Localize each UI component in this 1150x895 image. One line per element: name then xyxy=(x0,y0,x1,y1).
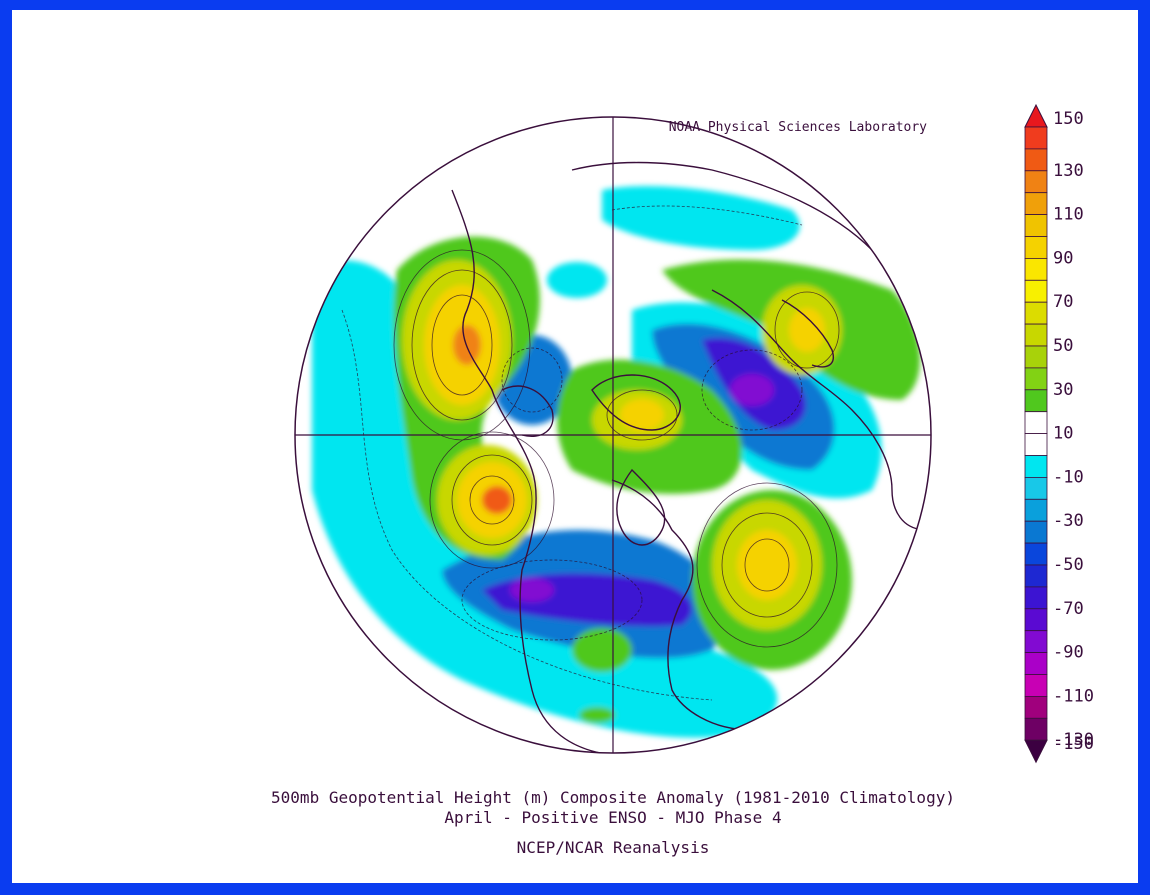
colorbar-label: -70 xyxy=(1053,599,1084,619)
colorbar-label: -90 xyxy=(1053,643,1084,663)
colorbar-label: -150 xyxy=(1053,734,1094,754)
colorbar-swatch xyxy=(1024,630,1048,654)
colorbar: 150 130 110 90 70 50 30 10 -10 -30 -50 -70 -90 -110 -1… xyxy=(1024,103,1094,764)
negative-region-alaska xyxy=(547,262,607,298)
negative-deepest-south xyxy=(510,578,554,602)
colorbar-swatch xyxy=(1024,126,1048,150)
colorbar-bottom-arrow xyxy=(1024,739,1048,764)
colorbar-swatch xyxy=(1024,192,1048,215)
colorbar-swatch xyxy=(1024,696,1048,719)
colorbar-swatch xyxy=(1024,148,1048,172)
title-line-2: April - Positive ENSO - MJO Phase 4 xyxy=(444,808,781,827)
title-line-1: 500mb Geopotential Height (m) Composite … xyxy=(271,788,955,807)
colorbar-label: 150 xyxy=(1053,109,1084,129)
map-figure: NOAA Physical Sciences Laboratory 500mb … xyxy=(271,103,1094,857)
colorbar-top-arrow xyxy=(1024,103,1048,128)
colorbar-swatch xyxy=(1024,389,1048,413)
colorbar-swatch xyxy=(1024,301,1048,325)
colorbar-swatch xyxy=(1024,717,1048,741)
colorbar-swatch xyxy=(1024,214,1048,237)
credit-label: NOAA Physical Sciences Laboratory xyxy=(669,120,927,135)
positive-high-arctic xyxy=(620,399,664,431)
positive-high-atlantic xyxy=(737,530,797,600)
colorbar-swatch xyxy=(1024,279,1048,303)
positive-high-europe xyxy=(789,308,825,352)
colorbar-label: 10 xyxy=(1053,424,1073,444)
negative-region-west xyxy=(312,260,778,738)
colorbar-swatch xyxy=(1024,170,1048,194)
negative-deepest-east xyxy=(730,374,774,406)
colorbar-label: 130 xyxy=(1053,161,1084,181)
colorbar-label: -130 xyxy=(1053,730,1094,750)
positive-small-caribbean xyxy=(579,707,615,723)
positive-peak-west-south xyxy=(482,486,512,514)
colorbar-swatch xyxy=(1024,455,1048,478)
colorbar-label: 30 xyxy=(1053,380,1073,400)
colorbar-swatch xyxy=(1024,542,1048,566)
colorbar-label: 90 xyxy=(1053,248,1073,268)
title-line-3: NCEP/NCAR Reanalysis xyxy=(517,838,710,857)
negative-region-north xyxy=(602,186,800,250)
colorbar-swatch xyxy=(1024,608,1048,632)
colorbar-label: -10 xyxy=(1053,467,1084,487)
colorbar-swatch xyxy=(1024,345,1048,369)
colorbar-label: 50 xyxy=(1053,336,1073,356)
colorbar-swatch xyxy=(1024,476,1048,500)
colorbar-swatch xyxy=(1024,674,1048,697)
colorbar-swatch xyxy=(1024,411,1048,435)
colorbar-swatch xyxy=(1024,257,1048,281)
colorbar-swatch xyxy=(1024,323,1048,347)
colorbar-swatch xyxy=(1024,652,1048,675)
colorbar-label: -110 xyxy=(1053,686,1094,706)
anomaly-map xyxy=(295,117,931,753)
colorbar-swatch xyxy=(1024,586,1048,610)
colorbar-label: -50 xyxy=(1053,555,1084,575)
colorbar-swatch xyxy=(1024,564,1048,588)
colorbar-swatch xyxy=(1024,367,1048,391)
colorbar-swatch xyxy=(1024,520,1048,544)
positive-small-gulf xyxy=(572,628,632,672)
colorbar-label: 70 xyxy=(1053,292,1073,312)
colorbar-swatch xyxy=(1024,236,1048,259)
colorbar-swatch xyxy=(1024,498,1048,522)
colorbar-label: 110 xyxy=(1053,205,1084,225)
colorbar-label: -30 xyxy=(1053,511,1084,531)
contour-lines xyxy=(341,205,840,701)
colorbar-swatch xyxy=(1024,433,1048,456)
map-frame: NOAA Physical Sciences Laboratory 500mb … xyxy=(12,10,1138,883)
